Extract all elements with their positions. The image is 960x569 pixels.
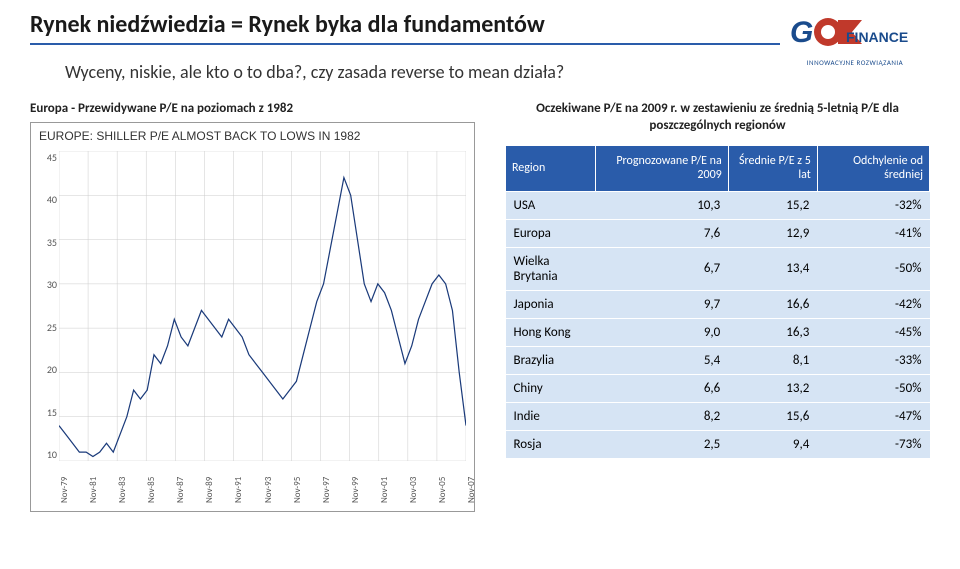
- region-cell: Europa: [506, 219, 596, 247]
- x-tick: Nov-89: [204, 477, 215, 503]
- left-caption: Europa - Przewidywane P/E na poziomach z…: [30, 101, 475, 116]
- table-row: Rosja2,59,4-73%: [506, 430, 930, 458]
- chart-inner-title: EUROPE: SHILLER P/E ALMOST BACK TO LOWS …: [31, 123, 474, 145]
- x-tick: Nov-79: [59, 477, 70, 503]
- dev-cell: -32%: [817, 191, 929, 219]
- pe-cell: 9,0: [596, 318, 728, 346]
- dev-cell: -45%: [817, 318, 929, 346]
- x-tick: Nov-03: [408, 477, 419, 503]
- dev-cell: -73%: [817, 430, 929, 458]
- region-cell: USA: [506, 191, 596, 219]
- avg-cell: 16,3: [728, 318, 817, 346]
- table-row: Hong Kong9,016,3-45%: [506, 318, 930, 346]
- avg-cell: 13,2: [728, 374, 817, 402]
- x-tick: Nov-85: [146, 477, 157, 503]
- logo-tagline: INNOWACYJNE ROZWIĄZANIA: [780, 58, 930, 67]
- dev-cell: -33%: [817, 346, 929, 374]
- y-tick: 30: [35, 278, 57, 291]
- x-tick: Nov-87: [175, 477, 186, 503]
- y-tick: 45: [35, 151, 57, 164]
- y-tick: 10: [35, 448, 57, 461]
- page-title: Rynek niedźwiedzia = Rynek byka dla fund…: [30, 10, 780, 45]
- right-caption: Oczekiwane P/E na 2009 r. w zestawieniu …: [505, 101, 930, 135]
- page-subtitle: Wyceny, niskie, ale kto o to dba?, czy z…: [30, 61, 780, 83]
- dev-cell: -42%: [817, 290, 929, 318]
- avg-cell: 12,9: [728, 219, 817, 247]
- x-tick: Nov-83: [117, 477, 128, 503]
- table-row: Japonia9,716,6-42%: [506, 290, 930, 318]
- x-tick: Nov-07: [466, 477, 477, 503]
- table-header: Region: [506, 145, 596, 191]
- pe-cell: 6,7: [596, 247, 728, 290]
- dev-cell: -47%: [817, 402, 929, 430]
- x-tick: Nov-01: [379, 477, 390, 503]
- region-cell: Japonia: [506, 290, 596, 318]
- table-row: Europa7,612,9-41%: [506, 219, 930, 247]
- shiller-pe-chart: EUROPE: SHILLER P/E ALMOST BACK TO LOWS …: [30, 122, 475, 512]
- y-tick: 35: [35, 236, 57, 249]
- avg-cell: 8,1: [728, 346, 817, 374]
- x-tick: Nov-95: [292, 477, 303, 503]
- region-cell: Chiny: [506, 374, 596, 402]
- avg-cell: 15,6: [728, 402, 817, 430]
- pe-cell: 6,6: [596, 374, 728, 402]
- dev-cell: -50%: [817, 374, 929, 402]
- x-tick: Nov-81: [88, 477, 99, 503]
- table-header: Średnie P/E z 5 lat: [728, 145, 817, 191]
- svg-text:G: G: [790, 16, 813, 49]
- pe-cell: 9,7: [596, 290, 728, 318]
- table-row: Brazylia5,48,1-33%: [506, 346, 930, 374]
- svg-text:FINANCE: FINANCE: [846, 29, 908, 45]
- pe-table: RegionPrognozowane P/E na 2009Średnie P/…: [505, 145, 930, 459]
- table-row: Indie8,215,6-47%: [506, 402, 930, 430]
- x-tick: Nov-91: [233, 477, 244, 503]
- pe-cell: 10,3: [596, 191, 728, 219]
- table-row: USA10,315,2-32%: [506, 191, 930, 219]
- table-row: Wielka Brytania6,713,4-50%: [506, 247, 930, 290]
- pe-cell: 8,2: [596, 402, 728, 430]
- region-cell: Wielka Brytania: [506, 247, 596, 290]
- region-cell: Indie: [506, 402, 596, 430]
- table-header: Odchylenie od średniej: [817, 145, 929, 191]
- avg-cell: 16,6: [728, 290, 817, 318]
- y-tick: 20: [35, 363, 57, 376]
- y-tick: 40: [35, 193, 57, 206]
- x-tick: Nov-99: [350, 477, 361, 503]
- region-cell: Rosja: [506, 430, 596, 458]
- x-tick: Nov-93: [263, 477, 274, 503]
- pe-cell: 7,6: [596, 219, 728, 247]
- y-tick: 15: [35, 406, 57, 419]
- pe-cell: 5,4: [596, 346, 728, 374]
- table-row: Chiny6,613,2-50%: [506, 374, 930, 402]
- x-tick: Nov-97: [321, 477, 332, 503]
- region-cell: Hong Kong: [506, 318, 596, 346]
- avg-cell: 9,4: [728, 430, 817, 458]
- avg-cell: 15,2: [728, 191, 817, 219]
- avg-cell: 13,4: [728, 247, 817, 290]
- pe-cell: 2,5: [596, 430, 728, 458]
- dev-cell: -41%: [817, 219, 929, 247]
- table-header: Prognozowane P/E na 2009: [596, 145, 728, 191]
- y-tick: 25: [35, 321, 57, 334]
- logo: G FINANCE INNOWACYJNE ROZWIĄZANIA: [780, 10, 930, 67]
- x-tick: Nov-05: [437, 477, 448, 503]
- dev-cell: -50%: [817, 247, 929, 290]
- region-cell: Brazylia: [506, 346, 596, 374]
